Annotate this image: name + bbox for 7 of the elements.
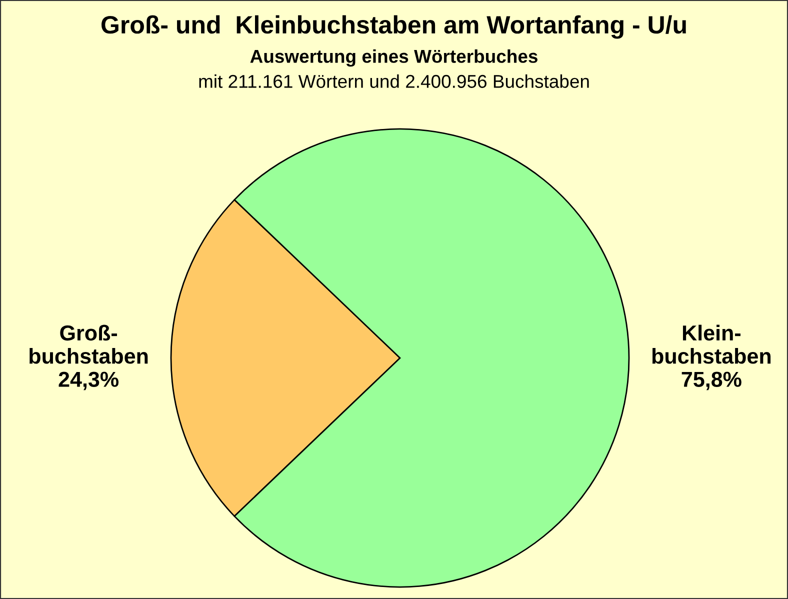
- slice-label: Klein- buchstaben: [652, 324, 771, 364]
- chart-subtitle: Auswertung eines Wörterbuches: [250, 49, 538, 67]
- slice-label: Groß- buchstaben: [30, 324, 148, 364]
- chart-title: Groß- und Kleinbuchstaben am Wortanfang - U/u: [102, 15, 686, 39]
- data-label: 24,3%: [58, 372, 119, 390]
- data-label: 75,8%: [682, 372, 742, 390]
- text: mit 211.161 Wörtern und 2.400.956 Buchstaben: [199, 74, 589, 88]
